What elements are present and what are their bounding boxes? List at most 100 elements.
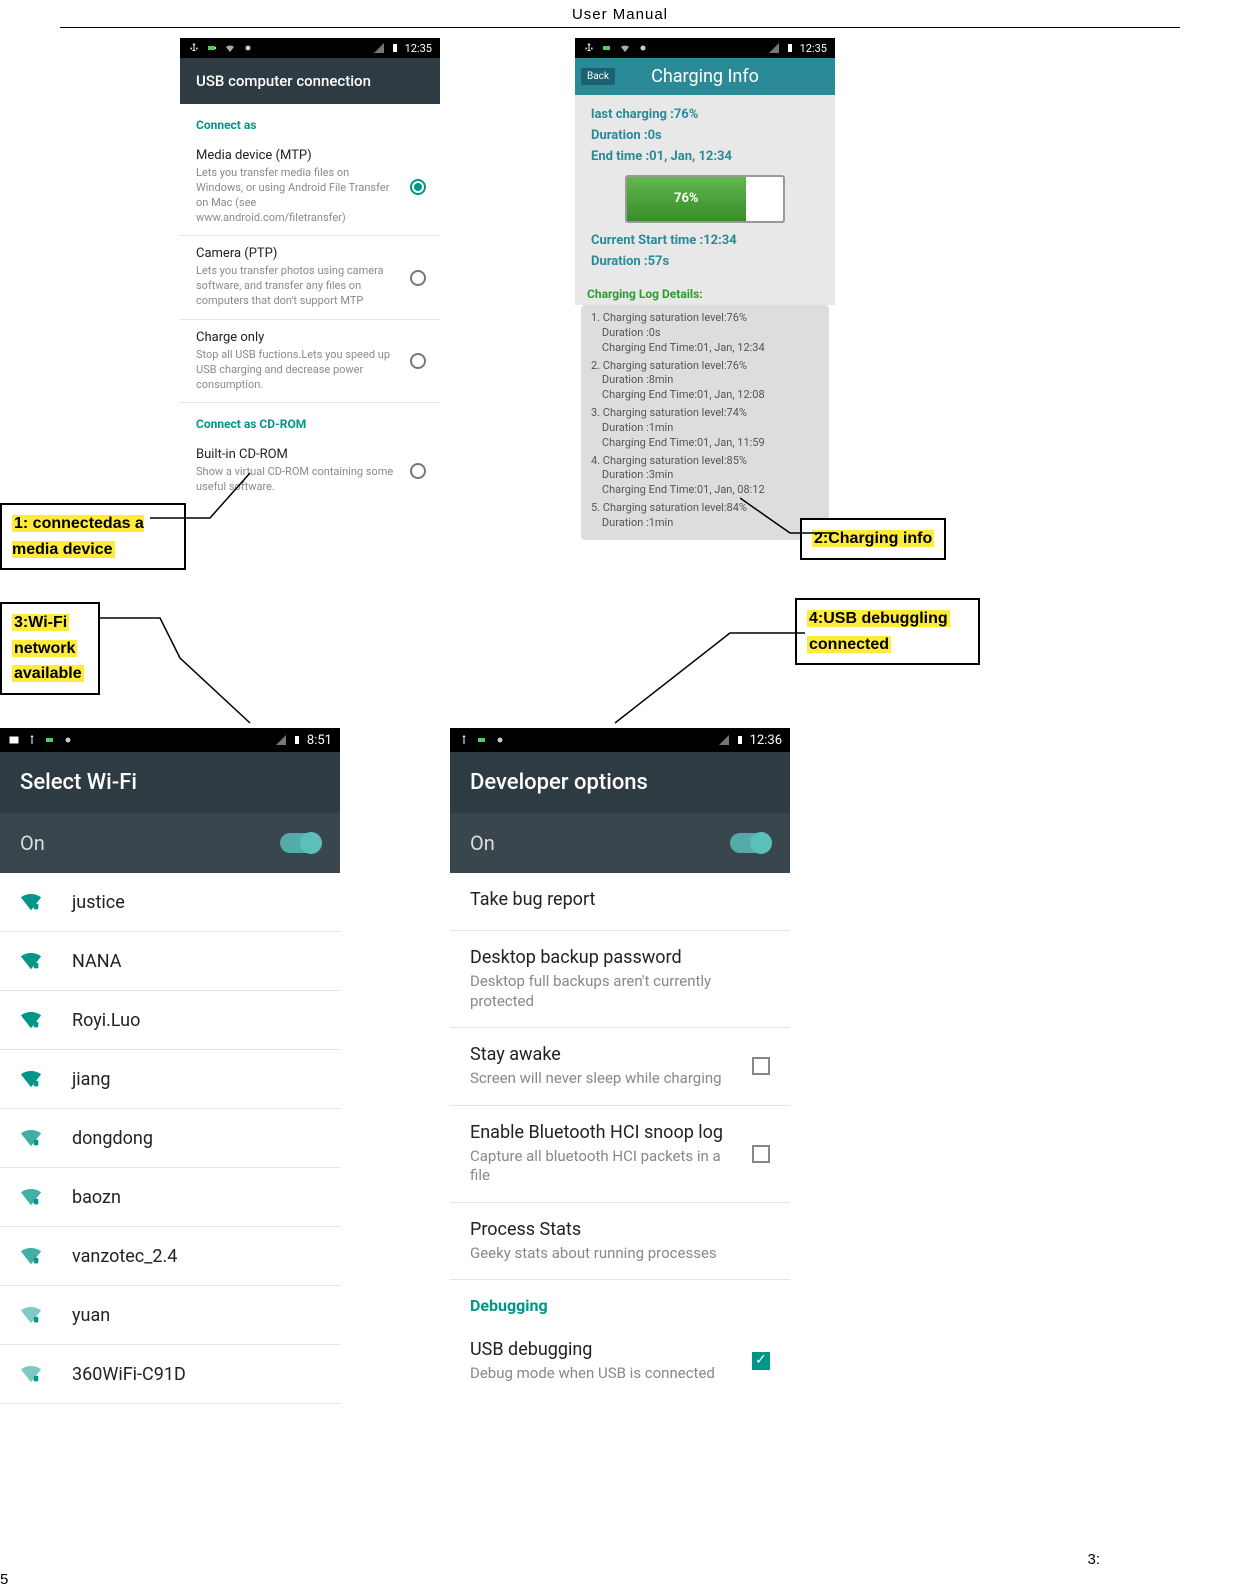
dev-options-screenshot: 12:36 Developer options On Take bug repo…: [450, 728, 790, 1400]
charging-header: Back Charging Info: [575, 58, 835, 95]
usb-screenshot: 12:35 USB computer connection Connect as…: [180, 38, 440, 505]
signal-icon: [275, 734, 287, 746]
charge-radio[interactable]: [410, 353, 426, 369]
wifi-ssid: vanzotec_2.4: [72, 1246, 177, 1267]
charge-option[interactable]: Charge only Stop all USB fuctions.Lets y…: [180, 320, 440, 404]
wifi-network-row[interactable]: 360WiFi-C91D: [0, 1345, 340, 1404]
wifi-ssid: 360WiFi-C91D: [72, 1364, 186, 1385]
wifi-signal-icon: [20, 1068, 42, 1090]
cdrom-option[interactable]: Built-in CD-ROM Show a virtual CD-ROM co…: [180, 437, 440, 505]
signal-icon: [768, 42, 780, 54]
callout-line-3: [100, 608, 260, 728]
wifi-screenshot: 8:51 Select Wi-Fi On justiceNANARoyi.Luo…: [0, 728, 340, 1404]
bt-snoop-row[interactable]: Enable Bluetooth HCI snoop log Capture a…: [450, 1106, 790, 1203]
mtp-option[interactable]: Media device (MTP) Lets you transfer med…: [180, 138, 440, 236]
ptp-radio[interactable]: [410, 270, 426, 286]
process-stats-title: Process Stats: [470, 1219, 730, 1240]
usb-icon: [26, 734, 38, 746]
battery-status-icon: [784, 42, 796, 54]
usb-debugging-title: USB debugging: [470, 1339, 730, 1360]
image-icon: [8, 734, 20, 746]
mtp-radio[interactable]: [410, 179, 426, 195]
wifi-icon: [619, 42, 631, 54]
bug-report-row[interactable]: Take bug report: [450, 873, 790, 931]
android-icon: [637, 42, 649, 54]
log-header: Charging Log Details:: [575, 283, 835, 305]
annotation-3: 3:Wi-Fi network available: [0, 602, 100, 695]
battery-status-icon: [291, 734, 303, 746]
wifi-ssid: justice: [72, 892, 125, 913]
annotation-1-text: 1: connectedas a media device: [12, 515, 144, 558]
annotation-4-l1: 4:USB debuggling: [807, 610, 950, 627]
usb-debugging-checkbox[interactable]: [752, 1352, 770, 1370]
battery-status-icon: [734, 734, 746, 746]
wifi-network-row[interactable]: NANA: [0, 932, 340, 991]
wifi-network-row[interactable]: Royi.Luo: [0, 991, 340, 1050]
wifi-ssid: Royi.Luo: [72, 1010, 140, 1031]
dev-toggle-row[interactable]: On: [450, 813, 790, 873]
current-start: Current Start time :12:34: [591, 231, 819, 252]
wifi-network-row[interactable]: baozn: [0, 1168, 340, 1227]
cdrom-section: Connect as CD-ROM: [180, 403, 440, 437]
wifi-network-row[interactable]: justice: [0, 873, 340, 932]
connect-as-label: Connect as: [180, 104, 440, 138]
cdrom-radio[interactable]: [410, 463, 426, 479]
back-button[interactable]: Back: [581, 68, 615, 85]
log-item: 2. Charging saturation level:76% Duratio…: [591, 359, 819, 404]
wifi-network-row[interactable]: jiang: [0, 1050, 340, 1109]
footer-right: 3:: [1087, 1551, 1100, 1568]
status-time: 12:36: [750, 733, 782, 748]
android-icon: [494, 734, 506, 746]
log-item: 3. Charging saturation level:74% Duratio…: [591, 406, 819, 451]
status-bar: 12:35: [575, 38, 835, 58]
annotation-4: 4:USB debuggling connected: [795, 598, 980, 665]
charging-summary: last charging :76% Duration :0s End time…: [575, 95, 835, 283]
log-item: 1. Charging saturation level:76% Duratio…: [591, 311, 819, 356]
wifi-ssid: yuan: [72, 1305, 110, 1326]
usb-debugging-row[interactable]: USB debugging Debug mode when USB is con…: [450, 1323, 790, 1400]
dev-toggle[interactable]: [730, 833, 770, 853]
status-time: 12:35: [800, 42, 827, 55]
android-icon: [242, 42, 254, 54]
wifi-network-row[interactable]: yuan: [0, 1286, 340, 1345]
callout-line-4: [610, 628, 810, 728]
ptp-sub: Lets you transfer photos using camera so…: [196, 264, 396, 309]
status-bar: 12:36: [450, 728, 790, 752]
wifi-ssid: baozn: [72, 1187, 121, 1208]
battery-status-icon: [389, 42, 401, 54]
process-stats-row[interactable]: Process Stats Geeky stats about running …: [450, 1203, 790, 1281]
charging-screenshot: 12:35 Back Charging Info last charging :…: [575, 38, 835, 540]
wifi-network-row[interactable]: dongdong: [0, 1109, 340, 1168]
signal-icon: [373, 42, 385, 54]
status-time: 12:35: [405, 42, 432, 55]
annotation-3-l2: network: [12, 640, 77, 657]
wifi-ssid: jiang: [72, 1069, 111, 1090]
page-header: User Manual: [60, 0, 1180, 28]
dev-title: Developer options: [450, 752, 790, 813]
log-item: 5. Charging saturation level:84% Duratio…: [591, 501, 819, 531]
usb-title: USB computer connection: [180, 58, 440, 104]
wifi-on-label: On: [20, 831, 45, 855]
annotation-3-l3: available: [12, 665, 84, 682]
battery-icon: [476, 734, 488, 746]
stay-awake-row[interactable]: Stay awake Screen will never sleep while…: [450, 1028, 790, 1106]
end-time: End time :01, Jan, 12:34: [591, 147, 819, 168]
ptp-option[interactable]: Camera (PTP) Lets you transfer photos us…: [180, 236, 440, 320]
backup-password-row[interactable]: Desktop backup password Desktop full bac…: [450, 931, 790, 1028]
wifi-signal-icon: [20, 1186, 42, 1208]
wifi-signal-icon: [20, 1363, 42, 1385]
status-bar: 8:51: [0, 728, 340, 752]
android-icon: [62, 734, 74, 746]
wifi-signal-icon: [20, 891, 42, 913]
wifi-network-row[interactable]: vanzotec_2.4: [0, 1227, 340, 1286]
process-stats-sub: Geeky stats about running processes: [470, 1244, 730, 1264]
wifi-ssid: NANA: [72, 951, 121, 972]
wifi-list: justice NANA Royi.Luo jiang dongdong baozn van…: [0, 873, 340, 1404]
stay-awake-checkbox[interactable]: [752, 1057, 770, 1075]
mtp-title: Media device (MTP): [196, 148, 396, 163]
bt-snoop-checkbox[interactable]: [752, 1145, 770, 1163]
charging-log: 1. Charging saturation level:76% Duratio…: [581, 305, 829, 540]
wifi-toggle[interactable]: [280, 833, 320, 853]
status-bar: 12:35: [180, 38, 440, 58]
wifi-toggle-row[interactable]: On: [0, 813, 340, 873]
